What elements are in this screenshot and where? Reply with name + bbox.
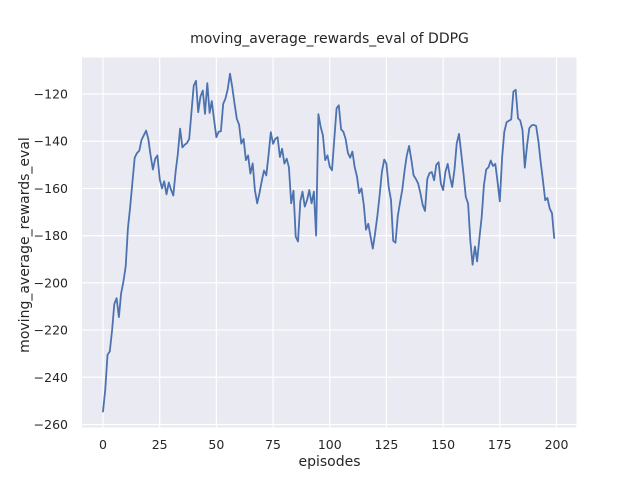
y-tick-label: −240: [34, 370, 68, 385]
chart-title: moving_average_rewards_eval of DDPG: [190, 31, 469, 47]
x-tick-label: 50: [208, 437, 224, 452]
x-tick-label: 75: [265, 437, 281, 452]
x-tick-label: 0: [99, 437, 107, 452]
x-tick-label: 200: [545, 437, 569, 452]
x-tick-label: 125: [375, 437, 399, 452]
y-tick-label: −120: [34, 87, 68, 102]
y-tick-label: −140: [34, 134, 68, 149]
y-tick-label: −200: [34, 275, 68, 290]
data-line: [102, 72, 556, 413]
x-tick-label: 100: [318, 437, 342, 452]
y-tick-label: −180: [34, 228, 68, 243]
y-tick-label: −260: [34, 417, 68, 432]
y-tick-label: −220: [34, 323, 68, 338]
x-tick-label: 150: [431, 437, 455, 452]
x-tick-label: 175: [488, 437, 512, 452]
y-tick-label: −160: [34, 181, 68, 196]
x-tick-label: 25: [152, 437, 168, 452]
x-axis-label: episodes: [298, 454, 361, 470]
